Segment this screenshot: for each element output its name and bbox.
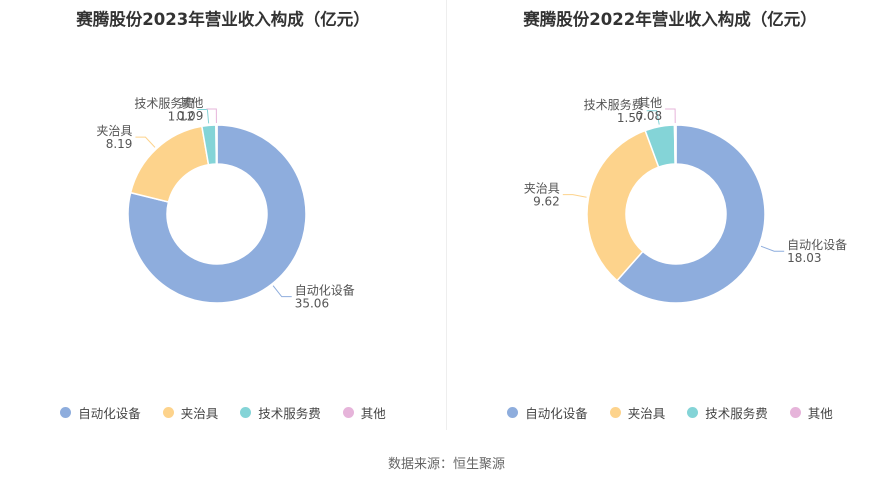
slice-label-tech-service: 技术服务费 — [134, 95, 194, 110]
slice-other[interactable] — [673, 124, 677, 165]
leader-line-other — [665, 108, 676, 124]
leader-line-automation — [760, 245, 785, 252]
chart-panel-2022: 赛腾股份2022年营业收入构成（亿元） 自动化设备 18.03 夹治具 9.62 技术服… — [447, 0, 893, 430]
leader-line-fixture — [135, 136, 156, 148]
leader-line-automation — [272, 285, 292, 298]
slice-label-fixture: 夹治具 — [96, 124, 132, 138]
leader-line-other — [206, 108, 217, 124]
legend-dot-fixture — [162, 407, 174, 418]
legend-label: 夹治具 — [627, 406, 666, 421]
slice-fixture[interactable] — [586, 129, 660, 282]
legend-label: 技术服务费 — [705, 406, 768, 421]
slice-label-fixture: 夹治具 — [524, 182, 560, 196]
slice-value-fixture: 8.19 — [106, 137, 133, 151]
slice-value-tech-service: 1.57 — [617, 111, 644, 125]
legend-item-tech-service[interactable]: 技术服务费 — [687, 403, 768, 422]
slice-value-automation: 35.06 — [295, 297, 329, 311]
leader-line-tech-service — [646, 110, 660, 125]
legend-item-tech-service[interactable]: 技术服务费 — [240, 403, 321, 422]
legend-item-other[interactable]: 其他 — [342, 403, 386, 422]
legend-label: 其他 — [807, 406, 833, 421]
legend-dot-fixture — [609, 407, 621, 418]
data-source: 数据来源：恒生聚源 — [387, 457, 505, 472]
slice-automation[interactable] — [615, 124, 766, 304]
legend-label: 技术服务费 — [258, 406, 321, 421]
leader-line-fixture — [562, 194, 587, 198]
slice-label-other: 其他 — [179, 96, 203, 110]
legend-item-fixture[interactable]: 夹治具 — [609, 403, 666, 422]
legend-item-automation[interactable]: 自动化设备 — [60, 403, 141, 422]
legend-label: 自动化设备 — [525, 406, 588, 421]
legend-item-other[interactable]: 其他 — [789, 403, 833, 422]
slice-fixture[interactable] — [129, 125, 210, 203]
chart-title: 赛腾股份2023年营业收入构成（亿元） — [76, 10, 370, 29]
legend-label: 夹治具 — [180, 406, 219, 421]
slice-label-automation: 自动化设备 — [295, 284, 355, 298]
slice-automation[interactable] — [127, 124, 307, 304]
slice-label-tech-service: 技术服务费 — [584, 97, 644, 112]
legend: 自动化设备 夹治具 技术服务费 其他 — [0, 403, 446, 422]
slice-label-automation: 自动化设备 — [787, 238, 847, 252]
slice-other[interactable] — [215, 124, 218, 165]
slice-label-other: 其他 — [638, 96, 662, 110]
legend-dot-automation — [507, 407, 519, 418]
chart-panel-2023: 赛腾股份2023年营业收入构成（亿元） 自动化设备 35.06 夹治具 8.19 技术服… — [0, 0, 446, 430]
legend-dot-other — [789, 407, 801, 418]
legend-dot-tech-service — [687, 407, 699, 418]
panel-divider — [446, 0, 447, 430]
slice-value-tech-service: 1.12 — [168, 109, 195, 123]
legend-dot-automation — [60, 407, 72, 418]
slice-value-other: 0.09 — [177, 109, 204, 123]
chart-title: 赛腾股份2022年营业收入构成（亿元） — [523, 10, 817, 29]
slice-value-other: 0.08 — [635, 109, 662, 123]
slice-value-automation: 18.03 — [787, 251, 821, 265]
legend-item-fixture[interactable]: 夹治具 — [162, 403, 219, 422]
legend: 自动化设备 夹治具 技术服务费 其他 — [447, 403, 893, 422]
slice-value-fixture: 9.62 — [533, 195, 560, 209]
legend-item-automation[interactable]: 自动化设备 — [507, 403, 588, 422]
legend-dot-other — [342, 407, 354, 418]
legend-dot-tech-service — [240, 407, 252, 418]
legend-label: 其他 — [360, 406, 386, 421]
legend-label: 自动化设备 — [78, 406, 141, 421]
